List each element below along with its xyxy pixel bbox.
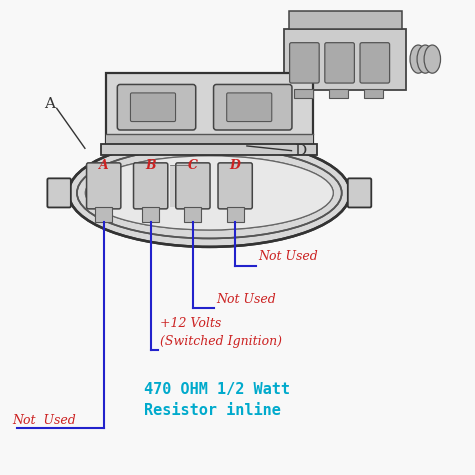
Text: Not Used: Not Used — [217, 293, 276, 305]
Text: C: C — [188, 159, 198, 172]
Text: Not Used: Not Used — [258, 250, 318, 263]
FancyBboxPatch shape — [133, 163, 168, 209]
FancyBboxPatch shape — [218, 163, 252, 209]
FancyBboxPatch shape — [325, 43, 354, 83]
Bar — [142, 207, 159, 222]
Text: A: A — [99, 159, 109, 172]
Bar — [227, 207, 244, 222]
Text: D: D — [230, 159, 241, 172]
Text: B: B — [145, 159, 156, 172]
Ellipse shape — [424, 45, 440, 73]
FancyBboxPatch shape — [290, 43, 319, 83]
Ellipse shape — [410, 45, 427, 73]
Bar — [329, 89, 348, 98]
Text: D: D — [294, 143, 306, 158]
Text: 470 OHM 1/2 Watt
Resistor inline: 470 OHM 1/2 Watt Resistor inline — [143, 382, 290, 418]
FancyBboxPatch shape — [131, 93, 176, 122]
FancyBboxPatch shape — [48, 178, 71, 208]
FancyBboxPatch shape — [285, 28, 407, 90]
FancyBboxPatch shape — [360, 43, 390, 83]
FancyBboxPatch shape — [348, 178, 371, 208]
FancyBboxPatch shape — [106, 73, 313, 146]
Ellipse shape — [417, 45, 434, 73]
FancyBboxPatch shape — [86, 163, 121, 209]
FancyBboxPatch shape — [227, 93, 272, 122]
Text: Not  Used: Not Used — [12, 414, 76, 427]
FancyBboxPatch shape — [106, 134, 313, 146]
FancyBboxPatch shape — [117, 85, 196, 130]
FancyBboxPatch shape — [101, 143, 317, 155]
Text: +12 Volts
(Switched Ignition): +12 Volts (Switched Ignition) — [160, 317, 282, 348]
Ellipse shape — [68, 139, 350, 247]
FancyBboxPatch shape — [214, 85, 292, 130]
Bar — [171, 165, 189, 207]
FancyBboxPatch shape — [289, 11, 402, 28]
Bar — [95, 207, 112, 222]
FancyBboxPatch shape — [176, 163, 210, 209]
Bar — [364, 89, 383, 98]
Ellipse shape — [86, 156, 333, 230]
Text: A: A — [44, 97, 55, 111]
Bar — [184, 207, 201, 222]
Bar — [294, 89, 313, 98]
